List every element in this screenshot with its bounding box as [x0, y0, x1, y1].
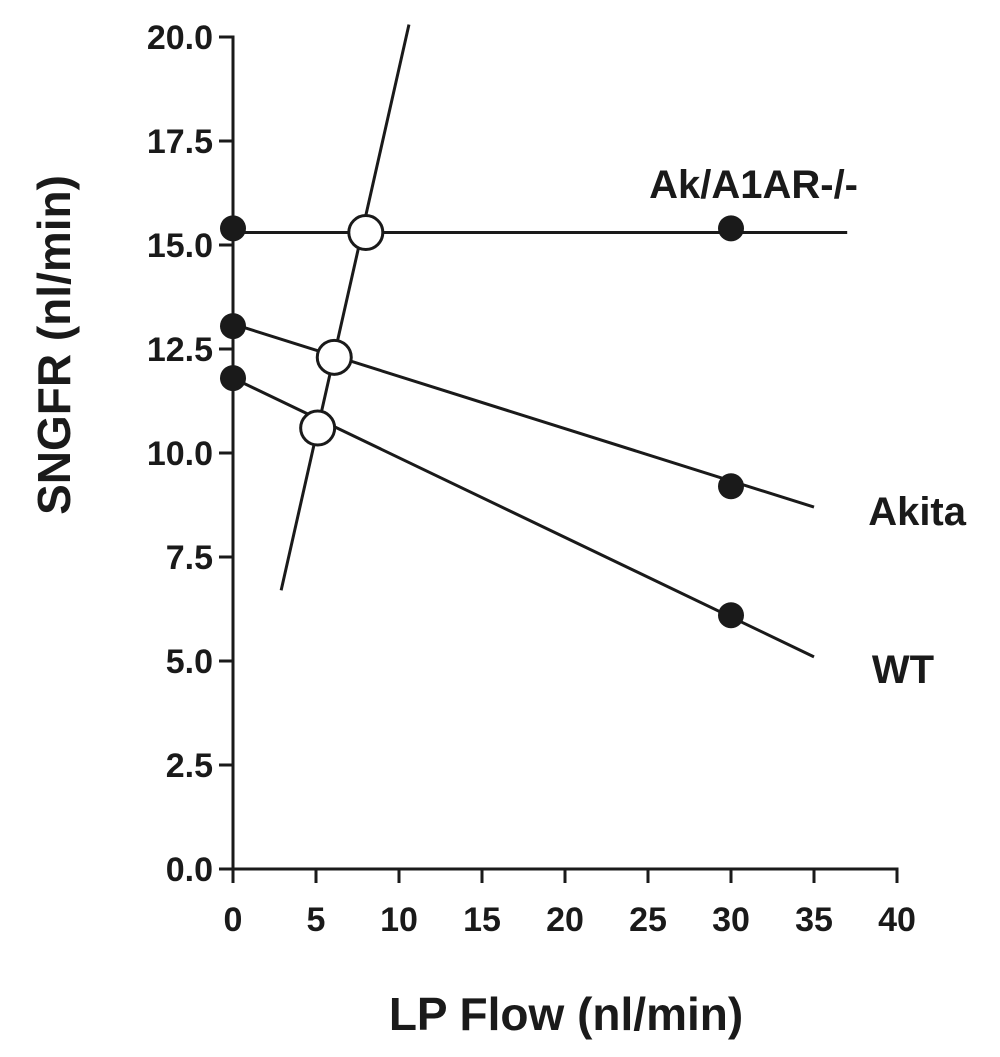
y-axis-title: SNGFR (nl/min) — [28, 175, 80, 515]
intersection-point-ak-a1ar — [347, 214, 385, 252]
data-point-wt — [718, 602, 744, 629]
x-tick-label: 5 — [307, 901, 326, 939]
data-point-akita — [718, 473, 744, 500]
data-point-wt — [220, 365, 246, 392]
x-tick-label: 25 — [629, 901, 667, 939]
axes: 0.0 2.5 5.0 7.5 10.0 12.5 15.0 17.5 20.0 0 5 10 15 20… — [147, 19, 916, 939]
x-tick-label: 35 — [795, 901, 833, 939]
y-tick-label: 2.5 — [166, 747, 213, 785]
y-tick-label: 12.5 — [147, 331, 213, 369]
x-axis-title: LP Flow (nl/min) — [389, 988, 743, 1040]
y-tick-label: 17.5 — [147, 123, 213, 161]
intersection-point-akita — [315, 338, 353, 376]
series-label-ak-a1ar: Ak/A1AR-/- — [649, 163, 858, 207]
x-tick-label: 40 — [878, 901, 916, 939]
series-markers — [220, 214, 744, 629]
intersection-point-wt — [299, 409, 337, 447]
series-lines — [232, 24, 848, 659]
x-tick-label: 30 — [712, 901, 750, 939]
feedback-line — [279, 24, 411, 591]
x-tick-label: 20 — [546, 901, 584, 939]
series-labels: Ak/A1AR-/- Akita WT — [649, 163, 967, 692]
series-label-wt: WT — [872, 648, 934, 692]
data-point-akita — [220, 313, 246, 340]
y-tick-label: 20.0 — [147, 19, 213, 57]
y-tick-label: 0.0 — [166, 851, 213, 889]
x-tick-label: 10 — [380, 901, 418, 939]
y-tick-label: 7.5 — [166, 539, 213, 577]
y-tick-label: 15.0 — [147, 227, 213, 265]
y-tick-label: 10.0 — [147, 435, 213, 473]
x-tick-label: 0 — [224, 901, 243, 939]
x-tick-label: 15 — [463, 901, 501, 939]
y-tick-label: 5.0 — [166, 643, 213, 681]
data-point-ak-a1ar — [220, 215, 246, 242]
series-label-akita: Akita — [868, 490, 967, 534]
data-point-ak-a1ar — [718, 215, 744, 242]
